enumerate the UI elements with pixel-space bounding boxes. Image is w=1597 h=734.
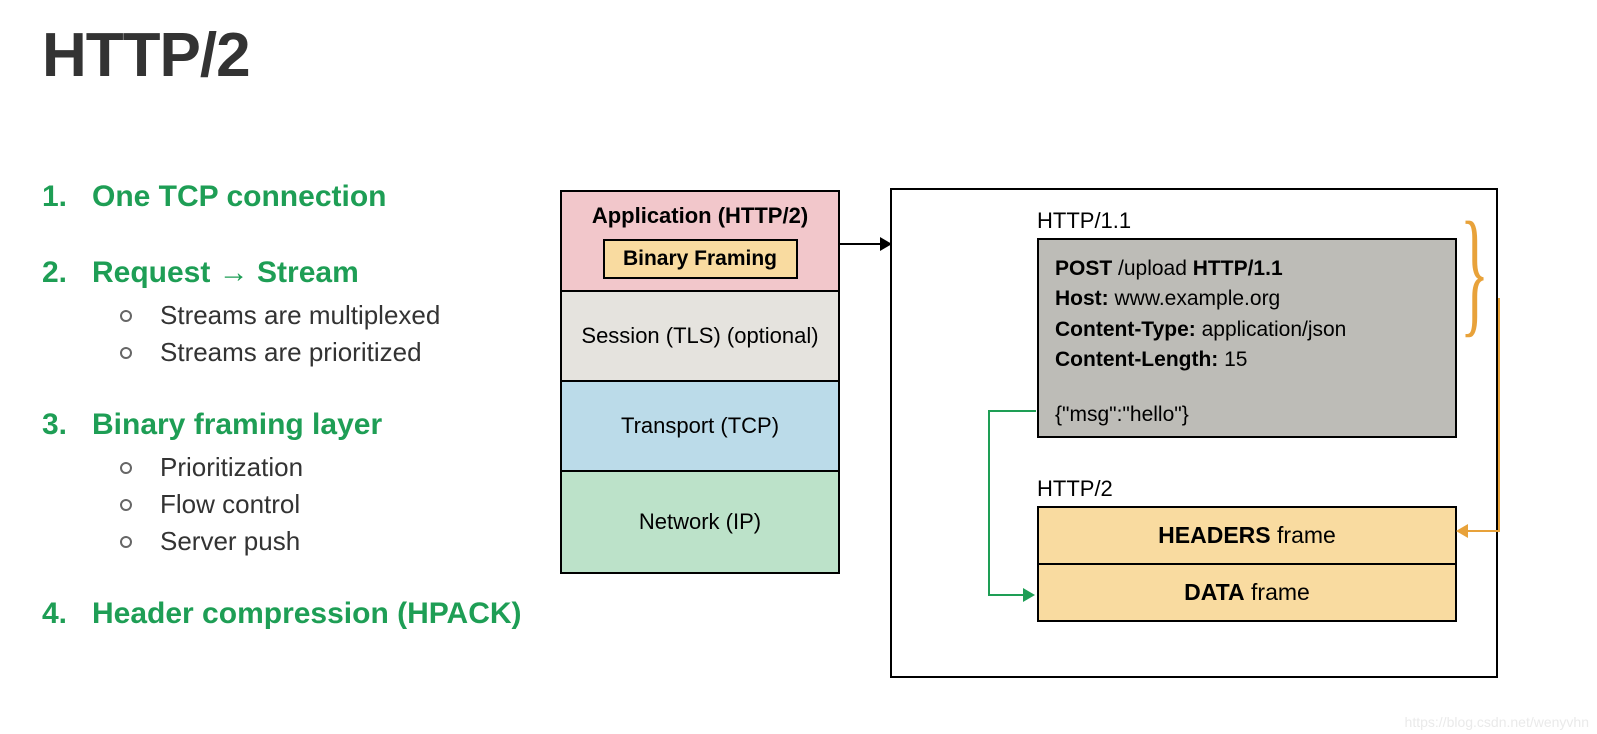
orange-arrow-head xyxy=(1458,530,1500,532)
list-item: 2. Request → Stream xyxy=(42,256,522,290)
sub-text: Streams are prioritized xyxy=(160,337,422,368)
layer-session: Session (TLS) (optional) xyxy=(562,292,838,382)
request-line: POST /upload HTTP/1.1 xyxy=(1055,254,1439,284)
header-line: Content-Length: 15 xyxy=(1055,345,1439,375)
list-text: Header compression (HPACK) xyxy=(92,597,522,631)
watermark-text: https://blog.csdn.net/wenyvhn xyxy=(1405,714,1589,730)
header-line: Host: www.example.org xyxy=(1055,284,1439,314)
http2-frames-box: HEADERS frame DATA frame xyxy=(1037,506,1457,622)
sub-item: Prioritization xyxy=(120,452,522,483)
arrow-right-icon xyxy=(840,243,890,245)
protocol-stack-diagram: Application (HTTP/2) Binary Framing Sess… xyxy=(560,190,840,574)
list-text: Request → Stream xyxy=(92,256,359,290)
green-arrow-segment xyxy=(988,410,990,596)
list-number: 4. xyxy=(42,597,92,631)
http2-label: HTTP/2 xyxy=(1037,476,1113,502)
orange-arrow-segment xyxy=(1498,298,1500,532)
sub-text: Server push xyxy=(160,526,300,557)
green-arrow-segment xyxy=(988,410,1036,412)
layer-transport: Transport (TCP) xyxy=(562,382,838,472)
bullet-icon xyxy=(120,499,132,511)
list-number: 3. xyxy=(42,408,92,442)
sub-item: Flow control xyxy=(120,489,522,520)
list-item: 1. One TCP connection xyxy=(42,180,522,214)
sub-item: Streams are prioritized xyxy=(120,337,522,368)
page-title: HTTP/2 xyxy=(42,20,250,91)
headers-frame: HEADERS frame xyxy=(1039,508,1455,565)
brace-icon: } xyxy=(1460,229,1489,313)
list-number: 2. xyxy=(42,256,92,290)
http11-label: HTTP/1.1 xyxy=(1037,208,1131,234)
layer-application: Application (HTTP/2) Binary Framing xyxy=(562,192,838,292)
framing-comparison-box: HTTP/1.1 POST /upload HTTP/1.1 Host: www… xyxy=(890,188,1498,678)
sub-text: Prioritization xyxy=(160,452,303,483)
feature-list: 1. One TCP connection 2. Request → Strea… xyxy=(42,180,522,631)
bullet-icon xyxy=(120,536,132,548)
list-text: One TCP connection xyxy=(92,180,386,214)
layer-label: Application (HTTP/2) xyxy=(592,203,808,229)
http11-request-box: POST /upload HTTP/1.1 Host: www.example.… xyxy=(1037,238,1457,438)
list-item: 4. Header compression (HPACK) xyxy=(42,597,522,631)
sub-text: Flow control xyxy=(160,489,300,520)
sub-item: Streams are multiplexed xyxy=(120,300,522,331)
layer-network: Network (IP) xyxy=(562,472,838,572)
data-frame: DATA frame xyxy=(1039,565,1455,620)
sub-item: Server push xyxy=(120,526,522,557)
binary-framing-box: Binary Framing xyxy=(603,239,798,279)
green-arrow-head xyxy=(988,594,1033,596)
sub-text: Streams are multiplexed xyxy=(160,300,440,331)
list-number: 1. xyxy=(42,180,92,214)
bullet-icon xyxy=(120,462,132,474)
bullet-icon xyxy=(120,310,132,322)
list-text: Binary framing layer xyxy=(92,408,382,442)
header-line: Content-Type: application/json xyxy=(1055,315,1439,345)
bullet-icon xyxy=(120,347,132,359)
body-line: {"msg":"hello"} xyxy=(1055,400,1439,430)
list-item: 3. Binary framing layer xyxy=(42,408,522,442)
sub-list: Streams are multiplexed Streams are prio… xyxy=(120,300,522,368)
sub-list: Prioritization Flow control Server push xyxy=(120,452,522,557)
